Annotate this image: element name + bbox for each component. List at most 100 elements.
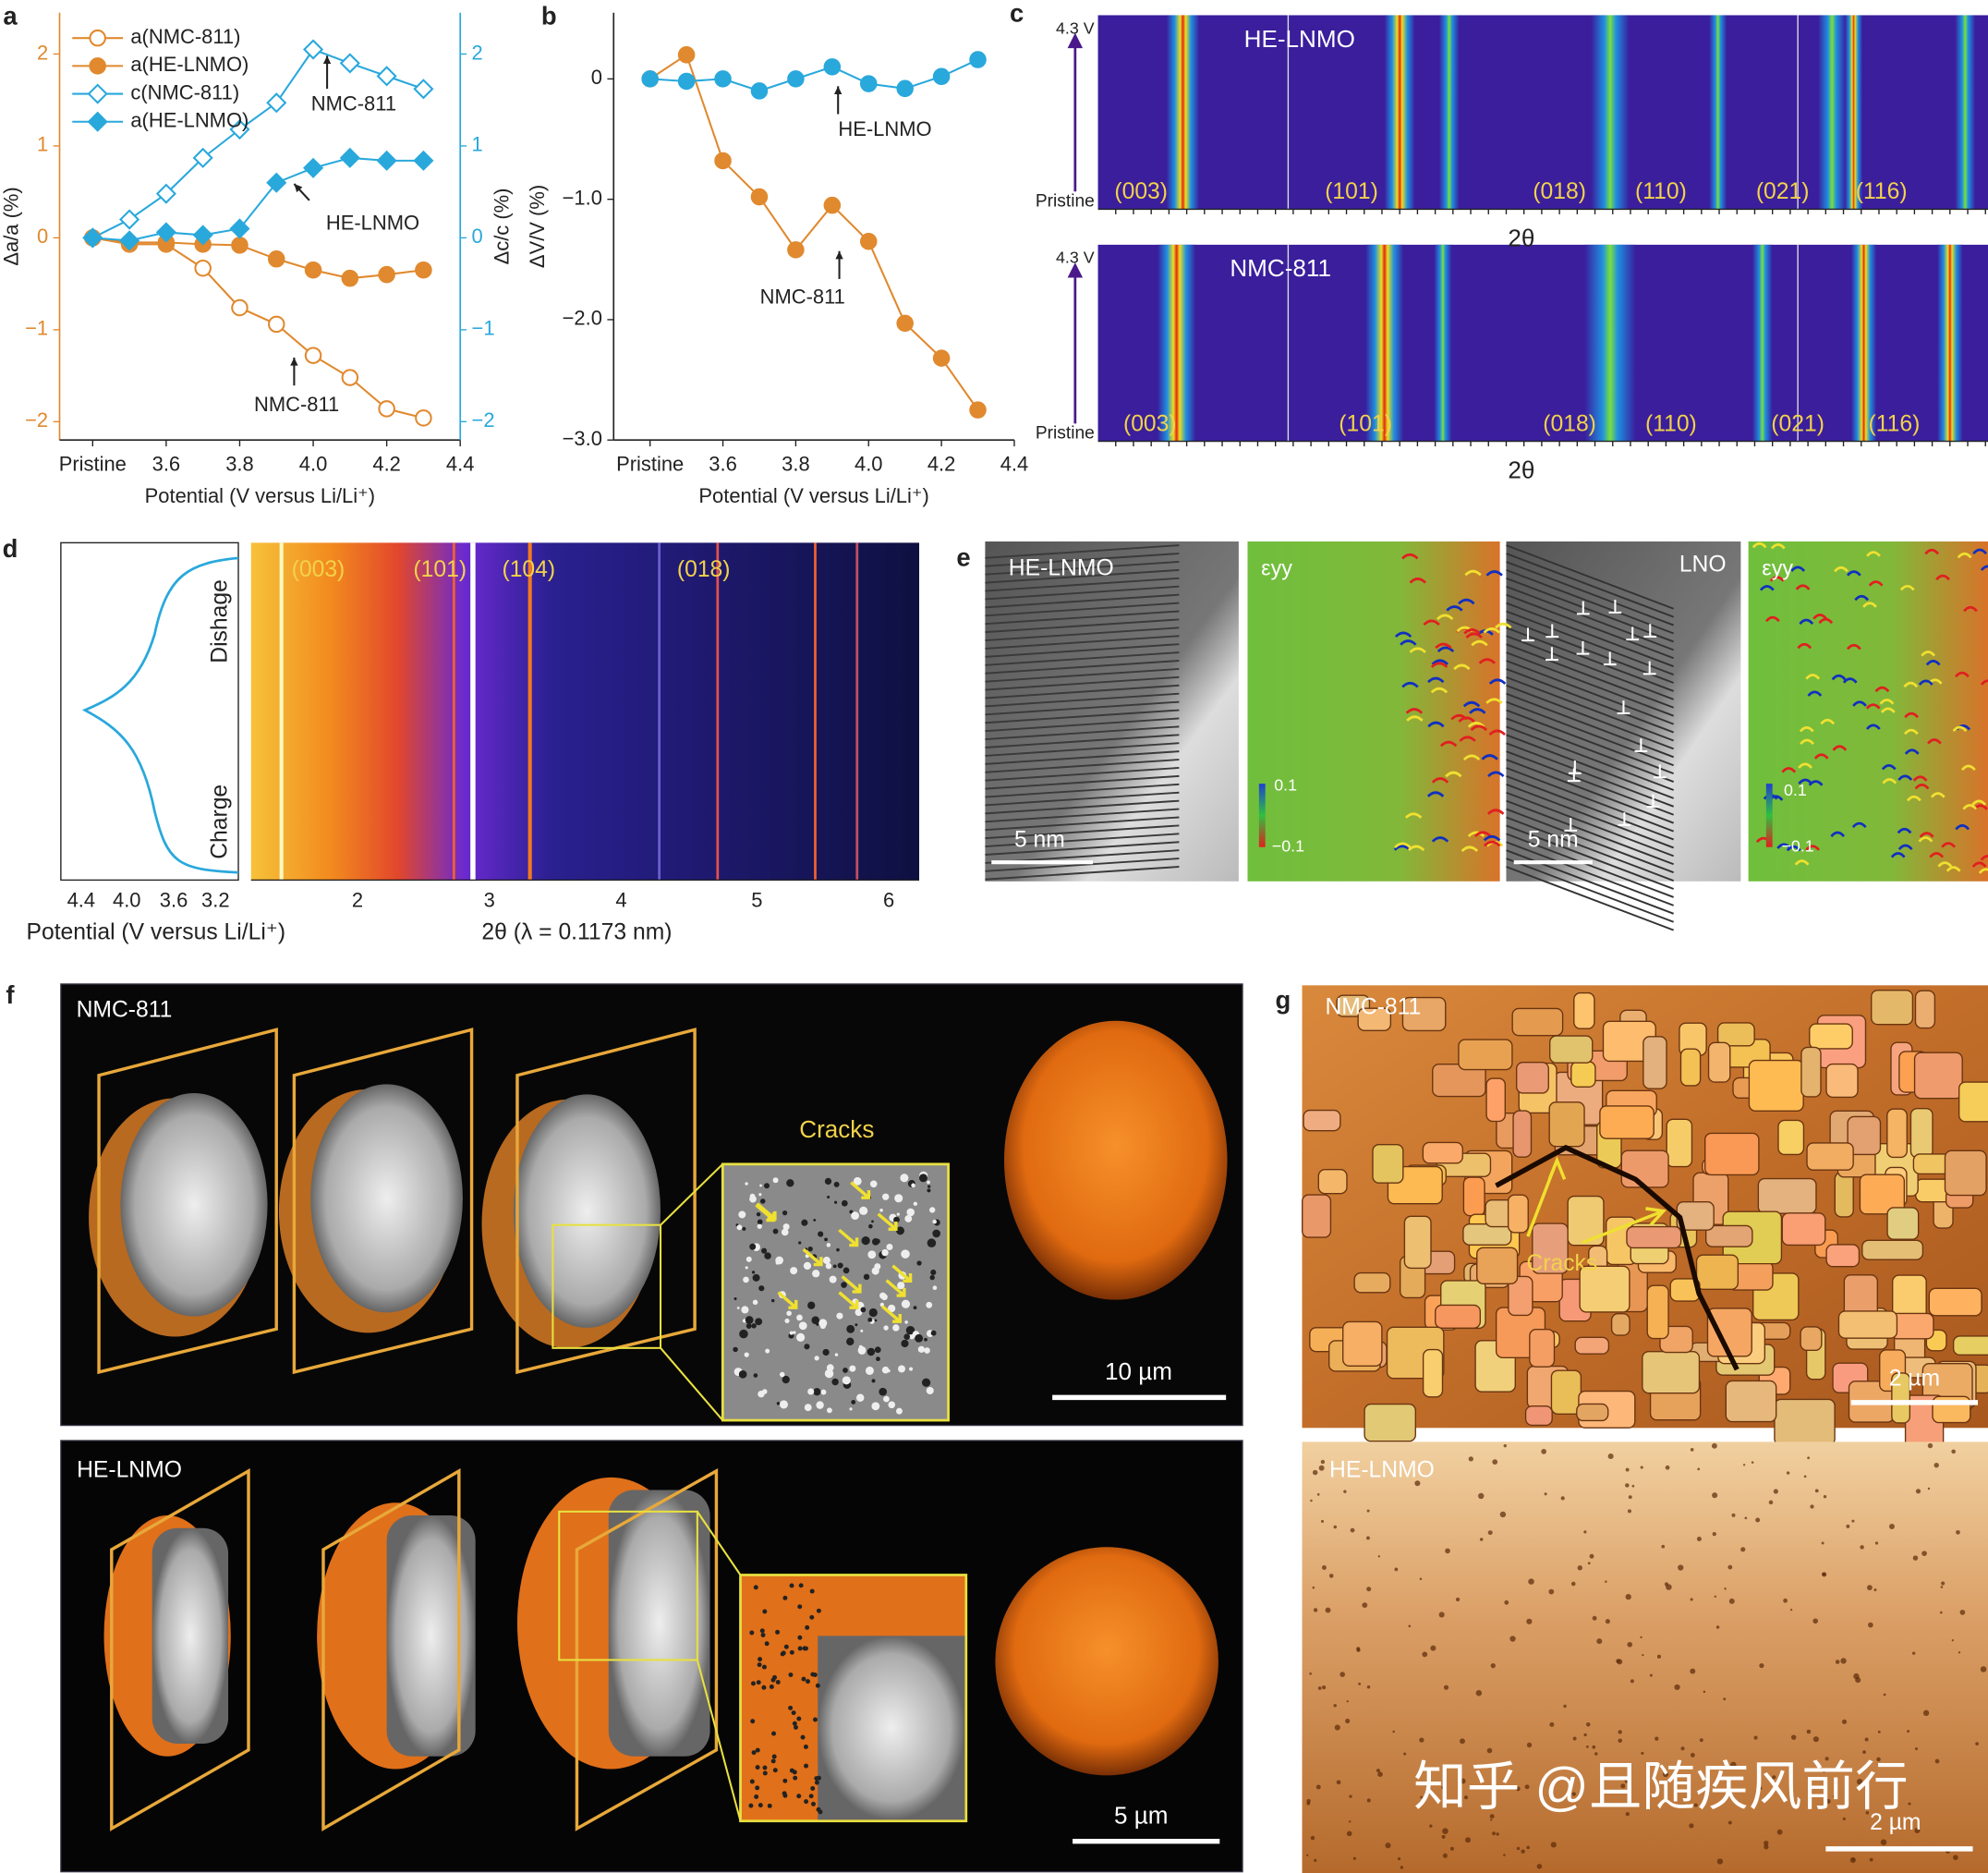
- colorbar-label: 0.1: [1274, 776, 1297, 795]
- marker: [267, 315, 285, 334]
- speckle: [860, 1307, 867, 1313]
- strain-feature: [1812, 614, 1828, 620]
- x-tick-label: 4.4: [1000, 452, 1029, 475]
- speckle: [927, 1185, 931, 1188]
- xrd-peak: [1365, 244, 1404, 442]
- strain-feature: [1435, 642, 1452, 650]
- lattice-fringe: [985, 866, 1180, 881]
- strain-feature: [1409, 647, 1426, 653]
- strain-feature: [1483, 834, 1501, 842]
- pore: [1731, 1513, 1736, 1517]
- grain: [1626, 1225, 1682, 1249]
- strain-feature: [1805, 845, 1821, 851]
- strain-feature: [1924, 548, 1940, 555]
- speckle: [812, 1270, 820, 1278]
- marker: [714, 152, 732, 170]
- marker: [267, 250, 285, 268]
- slice-plane: [292, 1028, 474, 1375]
- lattice-fringe: [985, 643, 1180, 658]
- speckle: [759, 1184, 762, 1187]
- grain: [1748, 1059, 1804, 1112]
- marker: [302, 39, 324, 60]
- pore: [1366, 1587, 1372, 1592]
- pore: [1690, 1598, 1693, 1601]
- arrow-head: [322, 55, 332, 65]
- particle-slice: [310, 1084, 463, 1313]
- pore: [781, 1650, 786, 1656]
- pore: [1430, 1645, 1436, 1651]
- grain: [1757, 1177, 1817, 1214]
- curve-frame: [60, 541, 239, 882]
- arrow-head: [290, 358, 298, 366]
- speckle: [739, 1329, 748, 1339]
- legend-label: a(HE-LNMO): [130, 109, 248, 132]
- pore: [797, 1604, 803, 1610]
- panel-letter: a: [3, 1, 18, 30]
- pore: [1755, 1517, 1761, 1523]
- marker: [378, 265, 395, 284]
- speckle: [883, 1395, 890, 1403]
- colorbar-label: 0.1: [1784, 781, 1807, 799]
- marker: [341, 369, 359, 386]
- speckle: [751, 1323, 757, 1329]
- strain-feature: [1469, 708, 1486, 714]
- pore: [1786, 1471, 1790, 1475]
- pore: [1403, 1752, 1407, 1756]
- pore: [1509, 1636, 1516, 1642]
- lattice-fringe: [985, 717, 1180, 733]
- dislocation: [1618, 812, 1631, 826]
- grain: [1508, 1275, 1533, 1317]
- pore: [788, 1705, 794, 1710]
- dislocation: [1608, 600, 1622, 614]
- pore: [789, 1649, 794, 1655]
- lattice-fringe: [985, 791, 1180, 807]
- lattice-fringe: [1506, 767, 1674, 833]
- zoom-source: [552, 1223, 662, 1349]
- lattice-fringe: [985, 700, 1180, 716]
- lattice-fringe: [985, 692, 1180, 708]
- xrd-peak: [1955, 15, 1976, 210]
- peak-label: (018): [1543, 411, 1596, 436]
- legend-label: c(NMC-811): [130, 80, 239, 103]
- strain-feature: [1431, 659, 1449, 665]
- speckle: [851, 1211, 859, 1221]
- x-tick-label: 4.4: [446, 452, 475, 475]
- pore: [796, 1716, 802, 1721]
- lattice-fringe: [985, 684, 1180, 699]
- lattice-fringe: [1506, 618, 1674, 684]
- lattice-fringe: [985, 833, 1180, 848]
- pore: [1490, 1818, 1493, 1821]
- pore: [1868, 1622, 1873, 1628]
- lattice-fringe: [1506, 774, 1674, 841]
- crack-arrow: [877, 1212, 898, 1231]
- strain-map: [1748, 541, 1988, 882]
- pore: [1693, 1803, 1698, 1807]
- strain-feature: [1486, 809, 1505, 815]
- pore: [772, 1768, 778, 1773]
- map-title: NMC-811: [1230, 254, 1331, 282]
- series-line: [92, 237, 424, 420]
- zoom-source: [558, 1510, 698, 1661]
- peak-label: (003): [1123, 411, 1177, 436]
- pore: [1640, 1636, 1643, 1639]
- particle-render: [1003, 1020, 1228, 1300]
- lattice-fringe: [1506, 750, 1674, 816]
- pore: [1310, 1499, 1313, 1502]
- strain-feature: [1865, 703, 1881, 710]
- voltage-label: 4.3 V: [1056, 18, 1095, 37]
- zoom-slice: [818, 1636, 965, 1820]
- pore: [1328, 1574, 1334, 1578]
- lattice-fringe: [985, 561, 1180, 576]
- grain: [1462, 1176, 1485, 1217]
- crack-arrow: [880, 1305, 902, 1323]
- speckle: [822, 1348, 830, 1356]
- pore: [1862, 1750, 1866, 1755]
- grain: [1303, 1109, 1341, 1132]
- pore: [1764, 1840, 1769, 1846]
- speckle: [913, 1201, 918, 1206]
- pore: [1728, 1598, 1735, 1604]
- y-tick-label: 0: [591, 66, 602, 89]
- speckle: [849, 1365, 856, 1372]
- xrd-peak: [1584, 244, 1636, 442]
- pore: [1349, 1794, 1352, 1798]
